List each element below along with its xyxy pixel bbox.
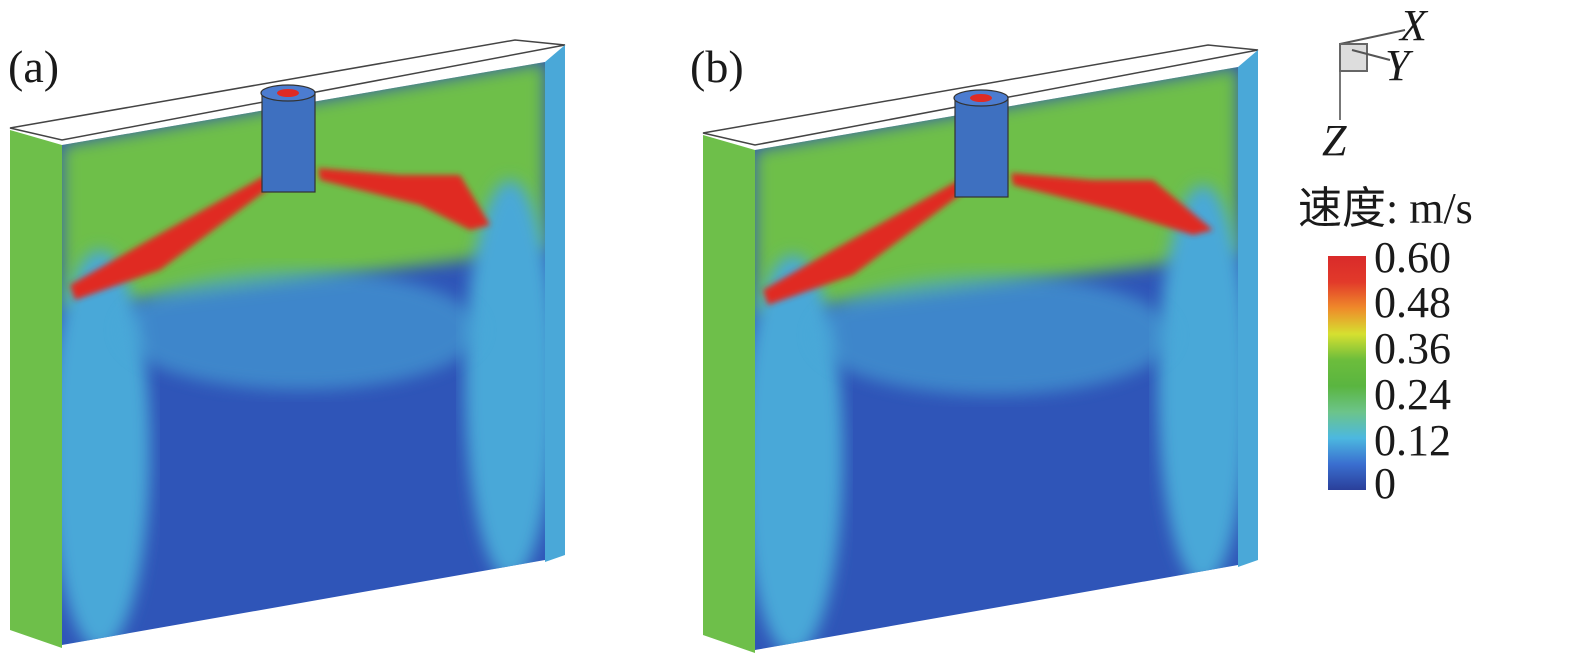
legend-tick: 0.36 [1374,324,1451,373]
right-wall-flow [1158,185,1238,585]
legend-title: 速度: m/s [1298,184,1473,233]
mid-flow [120,270,480,390]
left-side-face [703,135,755,653]
axis-label-z: Z [1322,116,1347,165]
axis-label-y: Y [1385,41,1410,90]
right-jet [1011,173,1213,235]
left-jet [763,175,973,305]
left-jet [70,170,280,300]
inlet-nozzle [261,91,316,193]
left-side-face [10,130,62,648]
nozzle-opening [277,89,299,97]
left-wall-flow [62,250,150,645]
inlet-nozzle [954,96,1009,198]
mid-flow [813,275,1173,395]
axes-triad-icon [1339,29,1406,120]
panel-label-b: (b) [690,41,744,92]
legend-tick: 0.24 [1374,370,1451,419]
left-wall-flow [755,255,843,650]
legend-tick: 0 [1374,459,1396,508]
panel-a-contour [9,39,566,648]
legend-tick: 0.12 [1374,416,1451,465]
legend-tick: 0.60 [1374,233,1451,282]
right-side-face [545,45,565,562]
panel-label-a: (a) [8,41,60,92]
axis-label-x: X [1400,1,1427,50]
right-jet [318,168,490,230]
panel-b-contour [702,44,1259,653]
nozzle-opening [970,94,992,102]
colorbar [1328,256,1366,490]
right-side-face [1238,50,1258,567]
right-wall-flow [465,180,545,580]
legend-tick: 0.48 [1374,278,1451,327]
